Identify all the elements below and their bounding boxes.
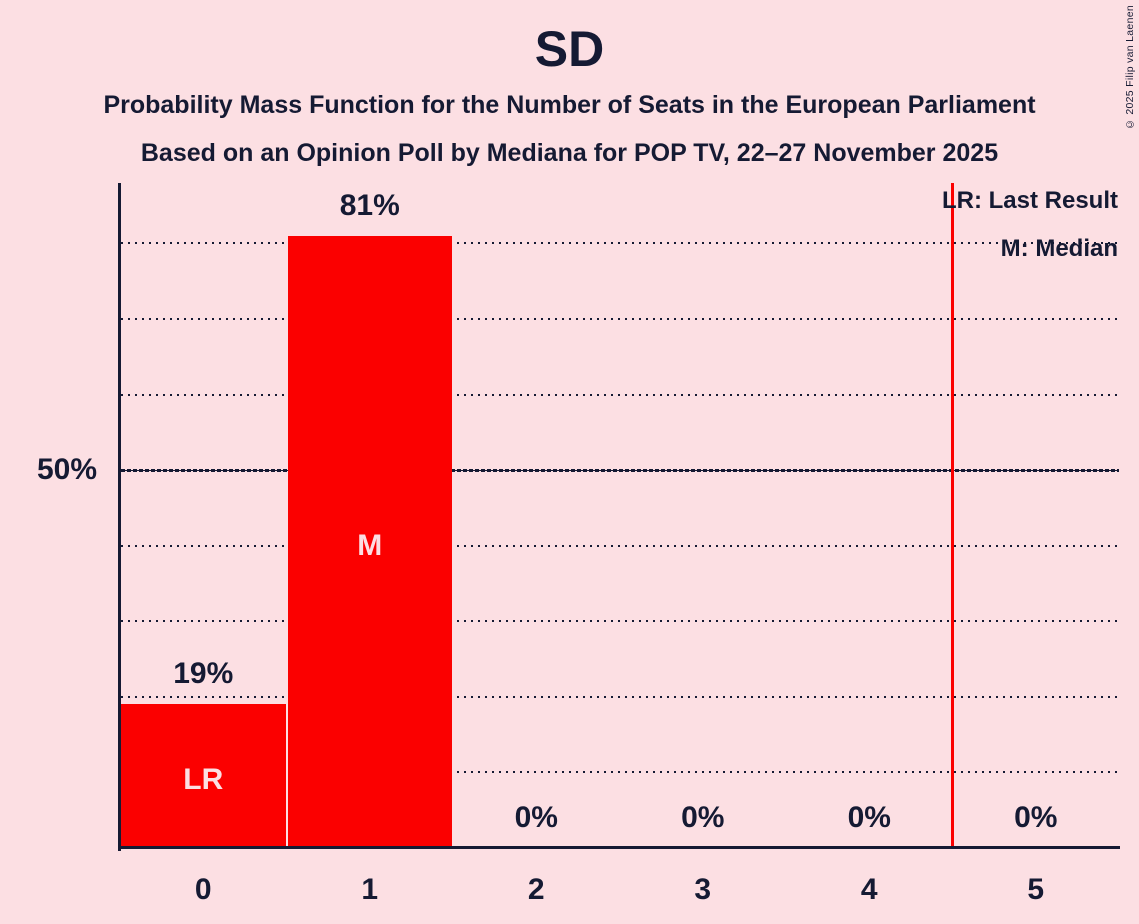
gridline-70pct bbox=[121, 318, 1119, 321]
subtitle-line1: Probability Mass Function for the Number… bbox=[103, 91, 1036, 119]
last-result-threshold-line bbox=[951, 183, 954, 848]
legend-median: M: Median bbox=[1000, 235, 1118, 262]
x-tick-label-0: 0 bbox=[194, 873, 212, 906]
bar-annotation-lr: LR bbox=[183, 763, 224, 797]
value-label-0: 19% bbox=[173, 657, 234, 691]
gridline-60pct bbox=[121, 393, 1119, 396]
y-axis bbox=[118, 183, 121, 851]
x-tick-label-3: 3 bbox=[694, 873, 712, 906]
x-tick-label-4: 4 bbox=[860, 873, 878, 906]
gridline-20pct bbox=[121, 695, 1119, 698]
x-axis bbox=[118, 846, 1120, 849]
value-label-4: 0% bbox=[847, 801, 891, 834]
x-tick-label-1: 1 bbox=[361, 873, 379, 906]
x-tick-label-5: 5 bbox=[1027, 873, 1045, 906]
bar-0 bbox=[120, 704, 286, 849]
x-tick-label-2: 2 bbox=[527, 873, 545, 906]
legend-last-result: LR: Last Result bbox=[941, 187, 1118, 214]
value-label-5: 0% bbox=[1014, 801, 1058, 834]
value-label-1: 81% bbox=[339, 188, 400, 222]
subtitle-line2: Based on an Opinion Poll by Mediana for … bbox=[140, 139, 999, 167]
gridline-40pct bbox=[121, 544, 1119, 547]
legend: LR: Last Result M: Median bbox=[942, 177, 1118, 273]
gridline-80pct bbox=[121, 242, 1119, 245]
page-title: SD bbox=[534, 21, 605, 77]
bar-annotation-m: M bbox=[357, 528, 383, 562]
value-label-3: 0% bbox=[681, 801, 725, 834]
gridline-10pct bbox=[121, 771, 1119, 774]
value-label-2: 0% bbox=[514, 801, 558, 834]
y-tick-label: 50% bbox=[36, 453, 97, 487]
copyright-text: © 2025 Filip van Laenen bbox=[1124, 5, 1136, 131]
bar-1 bbox=[287, 235, 452, 849]
gridline-30pct bbox=[121, 620, 1119, 623]
fifty-percent-line bbox=[121, 468, 1119, 472]
